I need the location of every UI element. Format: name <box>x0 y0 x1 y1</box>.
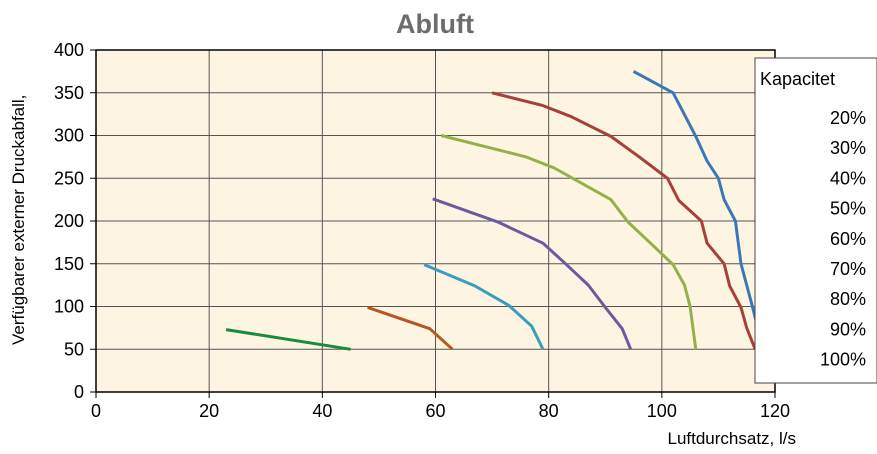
x-tick-label-3: 60 <box>425 401 445 421</box>
series-line-3 <box>423 263 545 350</box>
legend-entry-4: 50% <box>830 199 866 219</box>
y-tick-label-4: 200 <box>54 211 84 231</box>
series-line-4 <box>432 197 633 350</box>
x-tick-label-0: 0 <box>91 401 101 421</box>
x-tick-label-4: 80 <box>539 401 559 421</box>
legend-title: Kapacitet <box>760 69 835 89</box>
legend-entry-5: 60% <box>830 229 866 249</box>
series-layer <box>225 70 760 351</box>
legend-entry-8: 90% <box>830 319 866 339</box>
y-tick-label-5: 250 <box>54 168 84 188</box>
chart-title: Abluft <box>396 9 474 39</box>
plot-area <box>95 49 776 393</box>
x-tick-label-2: 40 <box>312 401 332 421</box>
y-axis-label: Verfügbarer externer Druckabfall, <box>9 95 28 345</box>
series-line-6 <box>491 91 757 350</box>
y-tick-label-3: 150 <box>54 254 84 274</box>
x-tick-label-5: 100 <box>647 401 677 421</box>
series-line-1 <box>225 328 351 351</box>
series-line-5 <box>440 134 698 350</box>
legend-entry-2: 30% <box>830 138 866 158</box>
series-line-7 <box>632 70 760 330</box>
legend-entry-6: 70% <box>830 259 866 279</box>
y-axis: 0 50 100 150 200 250 300 350 400 <box>54 40 96 402</box>
y-tick-label-1: 50 <box>64 339 84 359</box>
y-tick-label-7: 350 <box>54 83 84 103</box>
legend-entry-7: 80% <box>830 289 866 309</box>
x-tick-label-6: 120 <box>760 401 790 421</box>
legend: Kapacitet 20% 30% 40% 50% 60% 70% 80% 90% 100% <box>754 57 877 384</box>
x-tick-label-1: 20 <box>199 401 219 421</box>
legend-entry-9: 100% <box>820 350 866 370</box>
legend-entry-1: 20% <box>830 108 866 128</box>
x-axis-label: Luftdurchsatz, l/s <box>667 429 796 448</box>
y-tick-label-8: 400 <box>54 40 84 60</box>
legend-box <box>754 57 877 384</box>
y-tick-label-0: 0 <box>74 382 84 402</box>
legend-entry-3: 40% <box>830 168 866 188</box>
y-tick-label-2: 100 <box>54 297 84 317</box>
series-line-2 <box>367 305 454 351</box>
y-tick-label-6: 300 <box>54 126 84 146</box>
x-axis: 0 20 40 60 80 100 120 <box>91 392 790 421</box>
legend-entries: 20% 30% 40% 50% 60% 70% 80% 90% 100% <box>820 108 866 370</box>
